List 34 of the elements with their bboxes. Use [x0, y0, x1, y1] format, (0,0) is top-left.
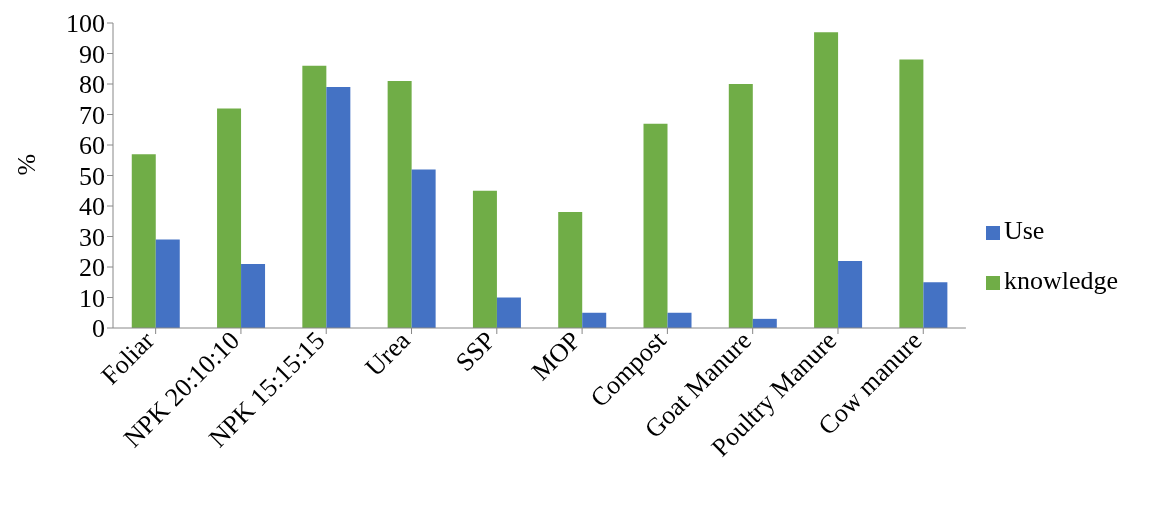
- bar: [899, 59, 924, 328]
- bar: [302, 65, 327, 328]
- bar: [131, 154, 156, 328]
- bar: [838, 260, 863, 328]
- x-tick-label: SSP: [449, 325, 502, 377]
- y-tick-label: 100: [66, 9, 105, 39]
- bar: [387, 80, 412, 328]
- legend-label: Use: [1003, 215, 1045, 245]
- y-tick-label: 20: [79, 253, 105, 283]
- bar: [411, 169, 436, 328]
- bar: [923, 282, 948, 328]
- y-tick-label: 50: [79, 161, 105, 191]
- legend-label: knowledge: [1003, 265, 1118, 295]
- y-tick-label: 80: [79, 70, 105, 100]
- bar: [217, 108, 242, 328]
- bar: [643, 123, 668, 328]
- y-tick-label: 70: [79, 100, 105, 130]
- bar: [155, 239, 180, 328]
- bar: [814, 32, 839, 328]
- bar: [241, 263, 266, 328]
- x-tick-label: Urea: [359, 325, 417, 382]
- bar: [496, 297, 521, 328]
- bar: [472, 190, 497, 328]
- bar: [326, 87, 351, 328]
- bar: [728, 84, 753, 328]
- y-tick-label: 40: [79, 192, 105, 222]
- y-tick-label: 30: [79, 222, 105, 252]
- y-axis-title: %: [12, 153, 42, 176]
- bar: [582, 312, 607, 328]
- y-tick-label: 10: [79, 283, 105, 313]
- bar: [667, 312, 692, 328]
- bar: [558, 212, 583, 328]
- y-tick-label: 90: [79, 39, 105, 69]
- y-tick-label: 60: [79, 131, 105, 161]
